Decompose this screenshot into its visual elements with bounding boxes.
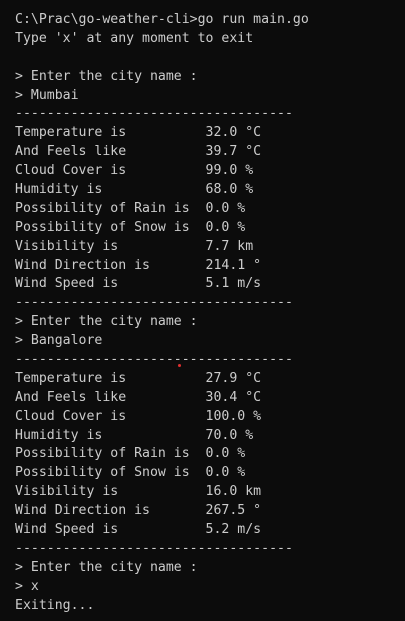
- separator-line: -----------------------------------: [15, 540, 293, 556]
- exit-hint-line: Type 'x' at any moment to exit: [15, 30, 254, 46]
- city-prompt-line: > Enter the city name :: [15, 314, 198, 330]
- city-input-line: > Mumbai: [15, 87, 79, 103]
- exiting-line: Exiting...: [15, 597, 95, 613]
- snow-line: Possibility of Snow is 0.0 %: [15, 219, 246, 235]
- city-prompt-line: > Enter the city name :: [15, 68, 198, 84]
- cloud-cover-line: Cloud Cover is 100.0 %: [15, 408, 262, 424]
- blank-line: [15, 49, 405, 68]
- visibility-line: Visibility is 16.0 km: [15, 484, 262, 500]
- cloud-cover-line: Cloud Cover is 99.0 %: [15, 163, 254, 179]
- wind-direction-line: Wind Direction is 214.1 °: [15, 257, 262, 273]
- terminal-output: C:\Prac\go-weather-cli>go run main.go Ty…: [15, 11, 405, 616]
- rain-line: Possibility of Rain is 0.0 %: [15, 446, 246, 462]
- separator-line: -----------------------------------: [15, 352, 293, 368]
- visibility-line: Visibility is 7.7 km: [15, 238, 254, 254]
- feels-like-line: And Feels like 30.4 °C: [15, 389, 262, 405]
- temperature-line: Temperature is 32.0 °C: [15, 125, 262, 141]
- humidity-line: Humidity is 70.0 %: [15, 427, 254, 443]
- separator-line: -----------------------------------: [15, 106, 293, 122]
- city-input-line: > x: [15, 578, 39, 594]
- command-line: C:\Prac\go-weather-cli>go run main.go: [15, 12, 309, 27]
- wind-speed-line: Wind Speed is 5.2 m/s: [15, 522, 262, 538]
- mouse-cursor-marker: [178, 364, 181, 367]
- rain-line: Possibility of Rain is 0.0 %: [15, 200, 246, 216]
- feels-like-line: And Feels like 39.7 °C: [15, 144, 262, 160]
- humidity-line: Humidity is 68.0 %: [15, 182, 254, 198]
- snow-line: Possibility of Snow is 0.0 %: [15, 465, 246, 481]
- city-prompt-line: > Enter the city name :: [15, 559, 198, 575]
- separator-line: -----------------------------------: [15, 295, 293, 311]
- wind-direction-line: Wind Direction is 267.5 °: [15, 503, 262, 519]
- temperature-line: Temperature is 27.9 °C: [15, 370, 262, 386]
- wind-speed-line: Wind Speed is 5.1 m/s: [15, 276, 262, 292]
- city-input-line: > Bangalore: [15, 333, 103, 349]
